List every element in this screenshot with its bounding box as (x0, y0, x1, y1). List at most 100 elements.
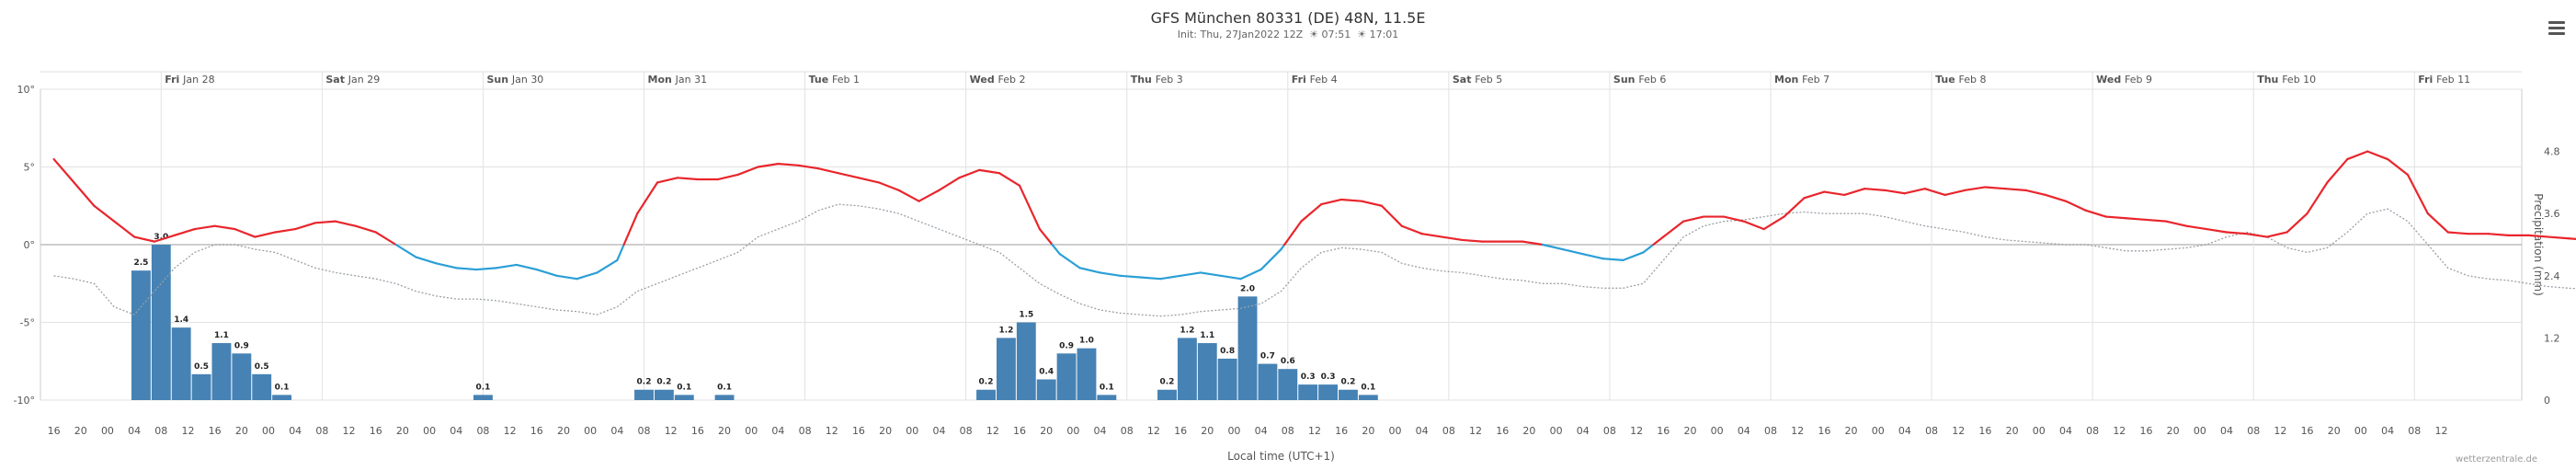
precip-bar (1036, 379, 1056, 400)
temperature-segment (596, 258, 619, 274)
precip-bar (1197, 343, 1217, 400)
precip-bar (1358, 395, 1378, 400)
precip-bar-label: 1.1 (1200, 331, 1214, 340)
temperature-segment (2366, 150, 2389, 161)
temperature-segment (2527, 234, 2550, 238)
precip-bar-label: 1.2 (1180, 326, 1194, 335)
x-hour-tick: 04 (1898, 425, 1911, 437)
temperature-segment (1300, 202, 1323, 223)
x-hour-tick: 04 (932, 425, 945, 437)
precip-bar-label: 0.5 (255, 362, 269, 372)
x-hour-tick: 08 (1121, 425, 1134, 437)
x-hour-tick: 16 (1174, 425, 1187, 437)
x-hour-tick: 12 (504, 425, 517, 437)
precip-bar-label: 0.2 (1160, 378, 1175, 387)
day-label: Sat Feb 5 (1453, 74, 1502, 86)
x-hour-tick: 20 (396, 425, 409, 437)
x-hour-tick: 12 (2113, 425, 2126, 437)
temperature-segment (736, 166, 759, 177)
precip-bar-label: 2.0 (1240, 284, 1255, 293)
y-left-tick: 10° (17, 84, 36, 96)
temperature-segment (1360, 200, 1384, 207)
x-hour-tick: 16 (2140, 425, 2153, 437)
menu-icon[interactable] (2548, 18, 2565, 38)
x-hour-tick: 20 (2006, 425, 2019, 437)
temperature-segment (2567, 237, 2576, 240)
precip-bar (1278, 369, 1298, 400)
precip-bar-label: 0.1 (475, 383, 490, 392)
temperature-segment (415, 256, 438, 265)
x-hour-tick: 12 (2274, 425, 2286, 437)
x-hour-tick: 16 (1496, 425, 1509, 437)
precip-bar-label: 1.1 (214, 331, 229, 340)
temperature-segment (1652, 235, 1665, 246)
temperature-segment (1239, 268, 1262, 281)
x-hour-tick: 16 (48, 425, 61, 437)
x-hour-tick: 20 (2167, 425, 2180, 437)
temperature-segment (394, 243, 417, 258)
x-hour-tick: 12 (1469, 425, 1482, 437)
temperature-segment (213, 224, 236, 231)
precip-bar (1237, 296, 1258, 400)
temperature-segment (1320, 198, 1343, 206)
temperature-segment (2165, 220, 2188, 227)
temperature-segment (2326, 157, 2349, 184)
day-label: Fri Jan 28 (165, 74, 214, 86)
day-label: Mon Jan 31 (648, 74, 708, 86)
precip-bar-label: 0.2 (1340, 378, 1355, 387)
precip-bar-label: 0.1 (275, 383, 290, 392)
temperature-segment (817, 167, 840, 175)
sunrise-time: 07:51 (1321, 29, 1351, 40)
temperature-segment (1051, 243, 1061, 256)
x-hour-tick: 08 (1764, 425, 1777, 437)
temperature-segment (555, 274, 578, 281)
temperature-segment (1420, 233, 1443, 238)
temperature-segment (2487, 233, 2510, 236)
temperature-segment (455, 267, 478, 271)
x-hour-tick: 12 (986, 425, 999, 437)
x-hour-tick: 20 (1845, 425, 1858, 437)
precip-bar (232, 353, 252, 400)
temperature-segment (515, 263, 538, 271)
precip-bar (996, 338, 1016, 400)
temperature-segment (1461, 238, 1484, 243)
precip-bar (1258, 363, 1278, 400)
temperature-segment (2185, 224, 2208, 231)
x-hour-tick: 00 (423, 425, 436, 437)
x-hour-tick: 00 (584, 425, 597, 437)
temperature-segment (622, 212, 639, 246)
precip-bar (1217, 358, 1237, 400)
x-hour-tick: 04 (1416, 425, 1429, 437)
temperature-segment (133, 235, 156, 243)
x-hour-tick: 04 (2220, 425, 2233, 437)
temperature-segment (1903, 188, 1926, 195)
temperature-segment (2387, 157, 2410, 177)
x-hour-tick: 08 (2247, 425, 2260, 437)
day-label: Thu Feb 10 (2257, 74, 2316, 86)
temperature-segment (1762, 215, 1785, 231)
temperature-segment (1943, 189, 1966, 197)
day-label: Sat Jan 29 (325, 74, 380, 86)
temperature-segment (1984, 186, 2007, 190)
x-hour-tick: 12 (1952, 425, 1965, 437)
temperature-segment (1058, 253, 1081, 269)
temperature-segment (1199, 271, 1222, 277)
x-hour-tick: 04 (450, 425, 462, 437)
precip-bar-label: 0.9 (234, 341, 249, 350)
temperature-segment (1119, 274, 1142, 279)
temperature-segment (797, 164, 820, 170)
x-hour-tick: 20 (879, 425, 892, 437)
x-hour-tick: 12 (343, 425, 356, 437)
temperature-segment (2084, 209, 2107, 218)
x-hour-tick: 00 (2033, 425, 2046, 437)
x-hour-tick: 12 (1308, 425, 1321, 437)
x-hour-tick: 20 (718, 425, 731, 437)
x-hour-tick: 16 (1978, 425, 1991, 437)
x-hour-tick: 08 (154, 425, 167, 437)
precip-bar-label: 0.1 (677, 383, 691, 392)
precip-bar-label: 0.8 (1220, 347, 1235, 356)
x-hour-tick: 16 (691, 425, 704, 437)
y-left-tick: -5° (20, 317, 35, 329)
temperature-segment (1883, 189, 1906, 195)
precip-bar-label: 1.4 (174, 315, 188, 325)
